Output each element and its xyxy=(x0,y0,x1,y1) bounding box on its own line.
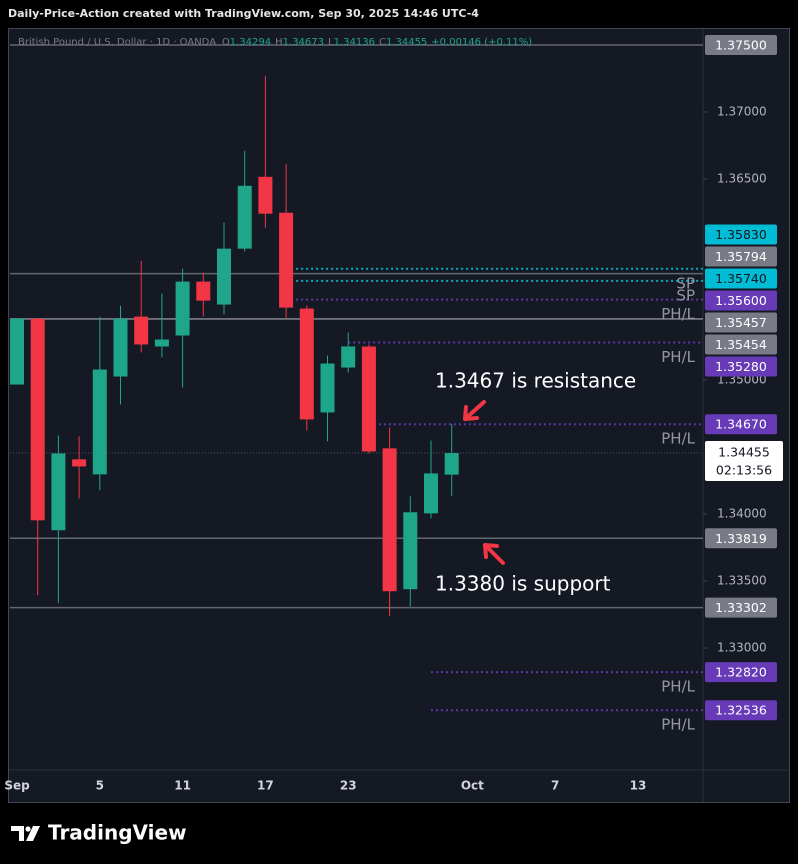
level-label-box xyxy=(705,268,777,289)
level-tag: PH/L xyxy=(661,305,695,323)
candle-body xyxy=(279,212,294,308)
x-tick-label: 11 xyxy=(174,779,191,793)
level-tag: PH/L xyxy=(661,348,695,366)
candle-body xyxy=(237,185,252,249)
level-label-box xyxy=(705,700,777,721)
level-label: 1.32536 xyxy=(715,703,767,718)
level-label: 1.35457 xyxy=(715,315,767,330)
legend-value: 1.34673 xyxy=(283,37,324,48)
level-label: 1.35830 xyxy=(715,227,767,242)
level-label: 1.33819 xyxy=(715,531,767,546)
level-label: 1.35280 xyxy=(715,359,767,374)
y-tick-label: 1.34000 xyxy=(717,507,767,521)
level-label-box xyxy=(705,356,777,377)
legend: British Pound / U.S. Dollar · 1D · OANDA… xyxy=(18,37,532,48)
level-tag: PH/L xyxy=(661,678,695,696)
level-label: 1.35600 xyxy=(715,293,767,308)
level-label: 1.35794 xyxy=(715,249,767,264)
level-label-box xyxy=(705,246,777,267)
level-tag: SP xyxy=(676,286,695,304)
legend-key: O xyxy=(222,37,230,48)
level-label: 1.34670 xyxy=(715,417,767,432)
x-tick-label: 5 xyxy=(96,779,104,793)
candle-body xyxy=(51,453,66,531)
annotation: 1.3380 is support xyxy=(435,572,611,596)
candle-body xyxy=(10,318,24,385)
candle-body xyxy=(175,281,190,336)
x-tick-label: Oct xyxy=(461,779,484,793)
level-label-box xyxy=(705,312,777,333)
level-label-box xyxy=(705,34,777,55)
watermark: Daily-Price-Action created with TradingV… xyxy=(8,7,479,20)
level-label-box xyxy=(705,224,777,245)
candle-body xyxy=(403,512,418,590)
level-label-box xyxy=(705,290,777,311)
y-tick-label: 1.37000 xyxy=(717,104,767,118)
annotation: 1.3467 is resistance xyxy=(435,369,636,393)
level-label: 1.32820 xyxy=(715,665,767,680)
level-label: 1.37500 xyxy=(715,37,767,52)
legend-key: L xyxy=(328,37,334,48)
candles-layer xyxy=(10,75,459,617)
legend-key: C xyxy=(379,37,386,48)
level-label: 1.35454 xyxy=(715,337,767,352)
y-tick-label: 1.33000 xyxy=(717,641,767,655)
level-label-box xyxy=(705,597,777,618)
x-tick-label: 17 xyxy=(257,779,274,793)
level-label: 1.33302 xyxy=(715,600,767,615)
candle-body xyxy=(341,346,356,368)
y-tick-label: 1.33500 xyxy=(717,574,767,588)
level-label: 1.35740 xyxy=(715,271,767,286)
candle-body xyxy=(258,176,273,214)
candle-body xyxy=(72,459,87,467)
candle-body xyxy=(154,339,169,347)
x-tick-label: 13 xyxy=(630,779,647,793)
footer-brand: TradingView xyxy=(48,821,187,845)
level-label-box xyxy=(705,334,777,355)
level-tag: SP xyxy=(676,274,695,292)
labels-layer: 1.370001.365001.350001.340001.335001.330… xyxy=(4,34,783,793)
chart-frame xyxy=(8,28,790,803)
x-tick-label: 7 xyxy=(551,779,559,793)
countdown: 02:13:56 xyxy=(716,463,772,478)
x-tick-label: 23 xyxy=(340,779,357,793)
legend-change: +0.00146 (+0.11%) xyxy=(431,37,532,48)
last-price-box xyxy=(705,441,783,482)
logo-mark xyxy=(26,826,40,841)
footer-logo: TradingView xyxy=(11,821,187,845)
x-tick-label: Sep xyxy=(4,779,30,793)
candle-body xyxy=(92,369,107,475)
legend-value: 1.34136 xyxy=(334,37,375,48)
candle-body xyxy=(217,248,231,305)
level-label-box xyxy=(705,414,777,435)
candle-body xyxy=(134,316,149,345)
level-tag: PH/L xyxy=(661,430,695,448)
logo-mark xyxy=(25,826,31,832)
candle-body xyxy=(299,308,314,420)
y-tick-label: 1.36500 xyxy=(717,171,767,185)
legend-value: 1.34455 xyxy=(386,37,427,48)
candle-body xyxy=(361,346,376,452)
level-tag: PH/L xyxy=(661,716,695,734)
legend-key: H xyxy=(275,37,283,48)
arrow xyxy=(483,543,505,565)
arrow xyxy=(463,400,486,421)
candle-body xyxy=(320,363,335,413)
candle-body xyxy=(444,453,459,475)
candle-body xyxy=(424,473,438,514)
candle-body xyxy=(30,318,45,521)
symbol: British Pound / U.S. Dollar · 1D · OANDA xyxy=(18,37,216,48)
legend-value: 1.34294 xyxy=(230,37,271,48)
logo-mark xyxy=(11,826,24,841)
candle-body xyxy=(113,318,128,377)
candle-body xyxy=(196,281,211,301)
candle-body xyxy=(382,448,397,592)
last-price-label: 1.34455 xyxy=(718,445,770,460)
level-label-box xyxy=(705,662,777,683)
level-label-box xyxy=(705,528,777,549)
